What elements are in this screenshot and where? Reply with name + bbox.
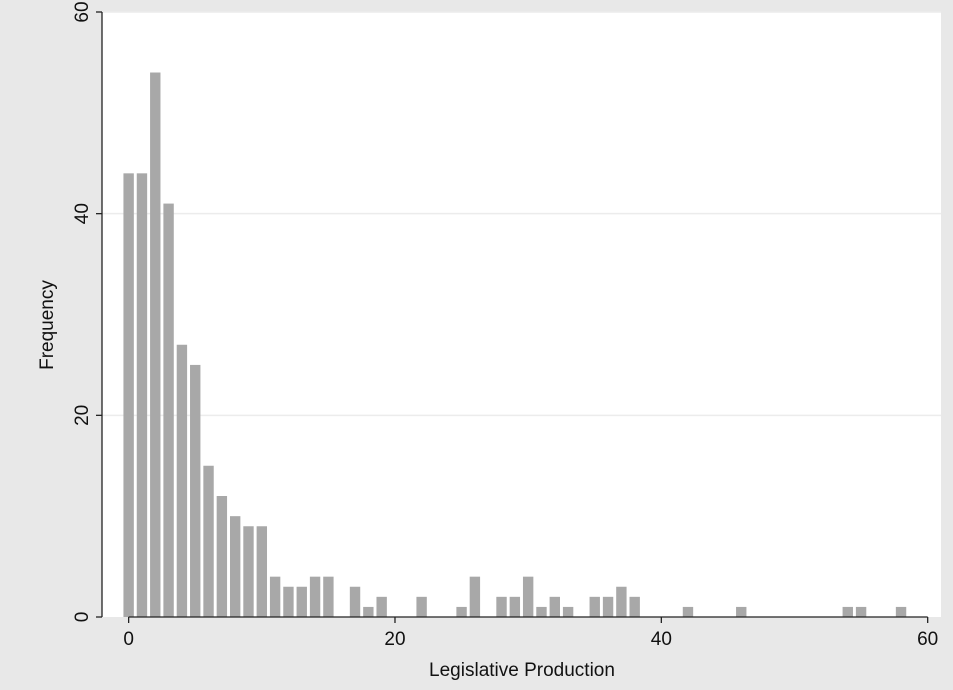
histogram-bar: [589, 596, 600, 617]
y-axis-title: Frequency: [37, 280, 58, 370]
histogram-bar: [216, 496, 228, 617]
histogram-bar: [895, 606, 907, 617]
histogram-bar: [150, 72, 161, 617]
histogram-bar: [602, 596, 614, 617]
histogram-bar: [296, 586, 307, 617]
histogram-bar: [509, 596, 521, 617]
gridlines: [102, 11, 941, 417]
histogram-bar: [363, 606, 374, 617]
histogram-bar: [549, 596, 560, 617]
histogram-bar: [123, 173, 134, 618]
histogram-bar: [283, 586, 294, 617]
histogram-bar: [616, 586, 627, 617]
histogram-bar: [229, 516, 241, 617]
histogram-bar: [176, 344, 188, 617]
histogram-bar: [136, 173, 148, 618]
histogram-bar: [536, 606, 547, 617]
histogram-bar: [349, 586, 361, 617]
histogram-bar: [190, 364, 201, 617]
x-tick-label: 0: [123, 629, 134, 650]
x-tick-label: 40: [651, 629, 672, 650]
bars: [123, 72, 907, 618]
histogram-bar: [562, 606, 574, 617]
histogram-bar: [682, 606, 694, 617]
histogram-bar: [163, 203, 174, 618]
histogram-bar: [416, 596, 427, 617]
y-tick-label: 20: [72, 405, 93, 426]
histogram-bar: [203, 465, 214, 617]
y-tick-label: 40: [72, 203, 93, 224]
histogram-bar: [243, 526, 254, 617]
histogram-bar: [496, 596, 507, 617]
histogram-bar: [456, 606, 467, 617]
histogram-bar: [376, 596, 387, 617]
histogram-bar: [309, 576, 321, 617]
plot-area: [102, 12, 941, 617]
histogram-bar: [469, 576, 481, 617]
y-tick-label: 60: [72, 1, 93, 22]
histogram-bar: [269, 576, 281, 617]
histogram-bar: [736, 606, 747, 617]
x-tick-label: 60: [917, 629, 938, 650]
histogram-bar: [855, 606, 867, 617]
histogram-bar: [323, 576, 334, 617]
x-axis-title: Legislative Production: [429, 660, 615, 681]
histogram-bar: [256, 526, 268, 617]
histogram-bar: [842, 606, 853, 617]
x-tick-label: 20: [384, 629, 405, 650]
histogram-bar: [629, 596, 640, 617]
axes: [96, 11, 929, 623]
tick-labels: 0 20 40 60 0 20 40 60: [72, 1, 938, 650]
histogram-bar: [522, 576, 534, 617]
y-tick-label: 0: [72, 612, 93, 623]
